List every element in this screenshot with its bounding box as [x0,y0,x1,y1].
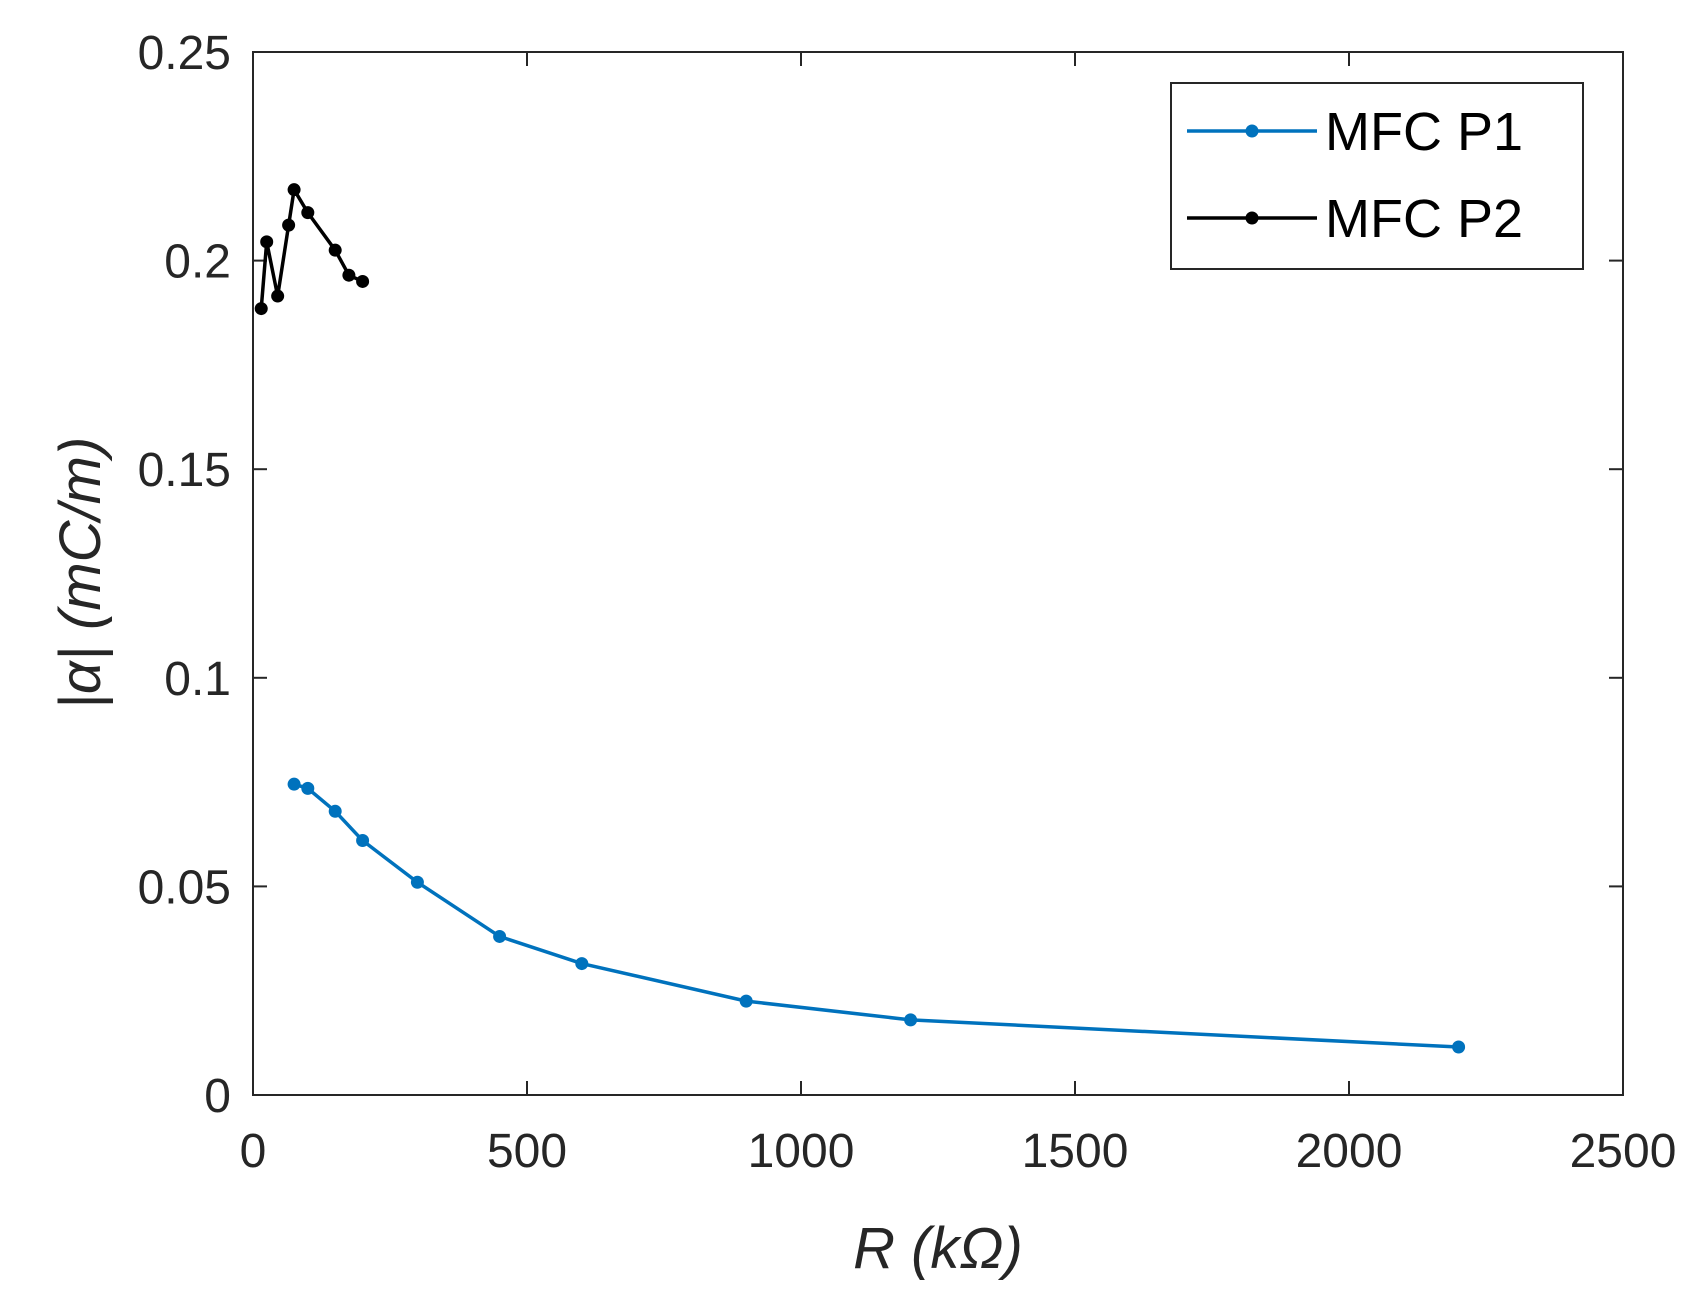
data-point [287,777,301,791]
series-mfc-p2 [254,183,370,316]
x-tick-label: 0 [240,1125,267,1178]
axis-ticks: 0 500 1000 1500 2000 2500 0 0.05 0.1 0.15 0.2 0.25 [138,27,1677,1178]
series-line [293,782,1459,1049]
legend-marker [1245,211,1259,225]
x-tick-label: 1000 [748,1125,855,1178]
data-point [282,218,296,232]
data-point [356,274,370,288]
legend-label: MFC P2 [1325,189,1523,249]
data-point [328,243,342,257]
x-tick-label: 1500 [1022,1125,1129,1178]
data-point [260,235,274,249]
data-point [301,781,315,795]
data-point [254,302,268,316]
legend-item: MFC P1 [1187,102,1523,162]
plot-frame [252,51,1624,1096]
data-point [301,206,315,220]
x-tick-label: 2500 [1570,1125,1677,1178]
y-tick-label: 0.25 [138,27,231,80]
data-point [904,1013,918,1027]
legend-marker [1245,124,1259,138]
y-tick-label: 0.05 [138,861,231,914]
x-tick-label: 2000 [1296,1125,1403,1178]
y-axis-title: |α| (mC/m) [48,437,113,710]
legend-label: MFC P1 [1325,102,1523,162]
y-tick-label: 0.15 [138,444,231,497]
y-tick-label: 0 [204,1070,231,1123]
legend: MFC P1 MFC P2 [1170,82,1584,270]
y-tick-label: 0.1 [164,653,231,706]
series-mfc-p1 [287,777,1466,1054]
legend-item: MFC P2 [1187,189,1523,249]
data-point [342,268,356,282]
legend-box [1170,82,1584,270]
data-point [287,183,301,197]
data-point [356,834,370,848]
data-point [739,994,753,1008]
data-point [410,875,424,889]
data-point [1452,1040,1466,1054]
data-point [271,289,285,303]
data-point [575,957,589,971]
series-layer [254,183,1466,1054]
data-point [328,804,342,818]
data-point [493,929,507,943]
x-axis-title: R (kΩ) [853,1216,1023,1281]
x-tick-label: 500 [487,1125,567,1178]
y-tick-label: 0.2 [164,236,231,289]
